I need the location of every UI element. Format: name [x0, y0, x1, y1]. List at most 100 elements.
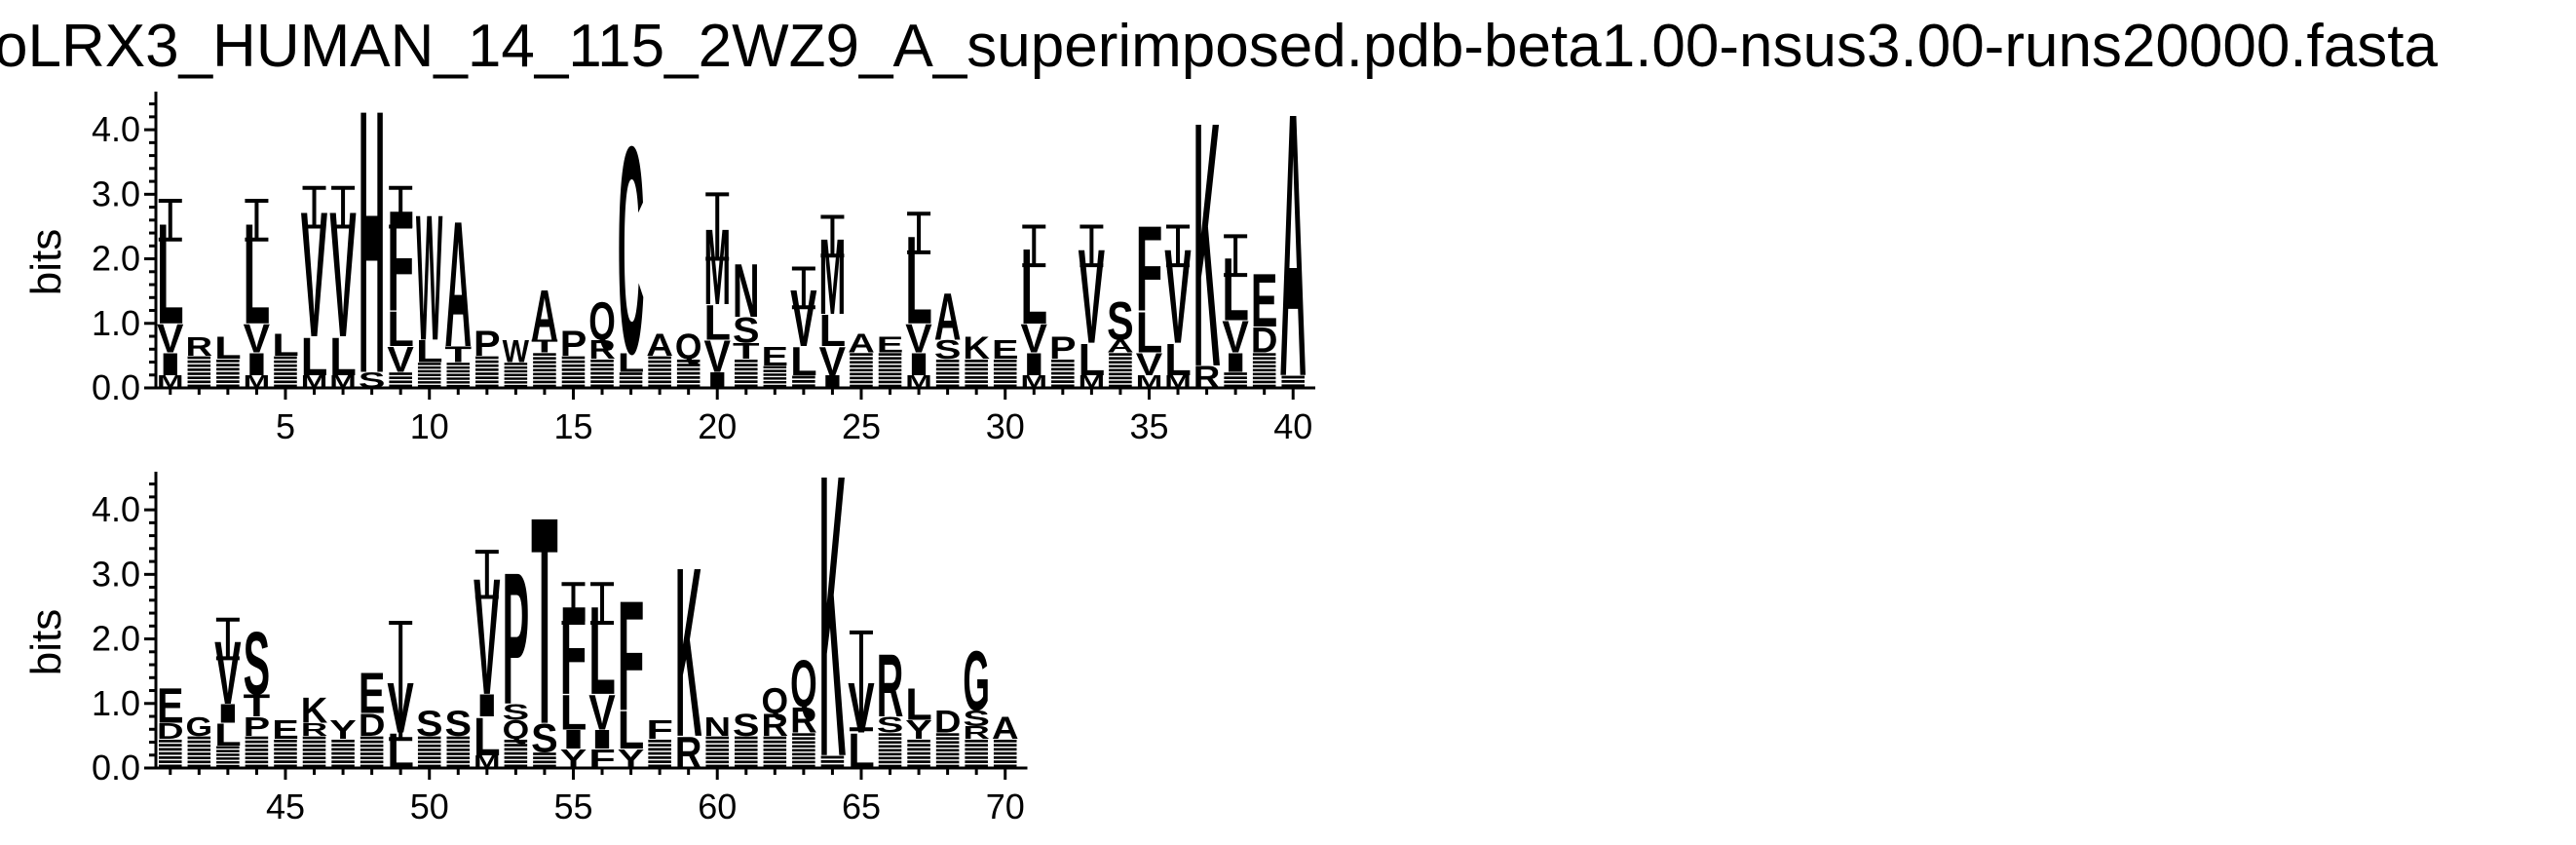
residue-letter-V: V — [1136, 347, 1163, 382]
small-residue-mark — [878, 733, 902, 736]
x-tick-label: 65 — [842, 787, 881, 826]
small-residue-mark — [820, 755, 845, 759]
y-tick-label: 4.0 — [92, 489, 140, 529]
residue-letter-D: D — [157, 718, 184, 744]
residue-letter-M: M — [1136, 372, 1163, 393]
small-residue-mark — [850, 384, 873, 388]
error-bar — [1166, 224, 1191, 268]
residue-letter-M: M — [157, 372, 184, 393]
small-residue-mark — [763, 365, 787, 368]
small-residue-band — [705, 736, 729, 768]
small-residue-mark — [1109, 376, 1132, 380]
residue-letter-D: D — [934, 705, 962, 740]
small-residue-mark — [504, 751, 528, 755]
small-residue-mark — [935, 371, 960, 375]
residue-letter-E: E — [877, 333, 904, 358]
small-residue-mark — [993, 359, 1017, 363]
small-residue-mark — [417, 363, 441, 365]
small-residue-mark — [561, 380, 586, 384]
small-residue-mark — [274, 748, 297, 751]
small-residue-mark — [965, 359, 988, 363]
small-residue-mark — [245, 760, 269, 764]
small-residue-mark — [187, 744, 211, 748]
small-residue-mark — [1252, 357, 1276, 360]
small-residue-mark — [648, 739, 671, 743]
small-residue-mark — [850, 365, 873, 368]
residue-letter-D: D — [1251, 320, 1278, 360]
small-residue-mark — [935, 375, 960, 379]
small-residue-mark — [907, 739, 930, 743]
small-residue-mark — [648, 748, 671, 751]
small-residue-mark — [533, 752, 556, 755]
small-residue-band — [533, 353, 556, 388]
small-residue-mark — [907, 760, 930, 763]
small-residue-mark — [561, 384, 586, 388]
residue-letter-H: H — [359, 33, 386, 453]
small-residue-band — [274, 739, 297, 768]
small-residue-mark — [533, 756, 556, 759]
residue-letter-I: I — [819, 371, 847, 392]
small-residue-mark — [965, 764, 988, 768]
small-residue-mark — [993, 744, 1017, 747]
residue-letter-T: T — [531, 455, 558, 786]
small-residue-mark — [993, 375, 1017, 379]
stack-position-57: YLF — [618, 569, 645, 774]
small-residue-band — [331, 739, 355, 768]
small-residue-mark — [705, 752, 729, 755]
small-residue-mark — [648, 380, 671, 384]
small-residue-band — [993, 359, 1017, 388]
small-residue-mark — [705, 760, 729, 764]
stack-position-48: DE — [359, 660, 385, 768]
small-residue-mark — [676, 359, 701, 363]
residue-letter-V: V — [819, 339, 847, 384]
residue-letter-I: I — [1021, 346, 1048, 381]
residue-letter-R: R — [963, 723, 990, 743]
residue-letter-L: L — [790, 339, 817, 384]
x-tick-label: 50 — [410, 787, 449, 826]
stack-position-59: RK — [675, 517, 702, 787]
small-residue-mark — [446, 764, 471, 768]
stack-position-10: LW — [416, 177, 442, 388]
small-residue-mark — [792, 760, 815, 764]
residue-letter-R: R — [301, 720, 328, 740]
small-residue-mark — [619, 380, 643, 384]
residue-letter-P: P — [560, 325, 587, 364]
residue-letter-K: K — [1193, 50, 1221, 441]
small-residue-mark — [993, 751, 1017, 755]
residue-letter-L: L — [618, 700, 645, 760]
residue-letter-Y: Y — [329, 715, 357, 746]
residue-letter-M: M — [474, 752, 501, 773]
small-residue-band — [274, 356, 297, 388]
small-residue-mark — [735, 371, 758, 375]
small-residue-mark — [935, 737, 960, 740]
stack-position-7: MLV — [329, 174, 357, 392]
small-residue-band — [878, 353, 902, 388]
residue-letter-N: N — [703, 712, 731, 743]
small-residue-mark — [965, 364, 988, 366]
chart-title: oLRX3_HUMAN_14_115_2WZ9_A_superimposed.p… — [0, 13, 2438, 80]
small-residue-mark — [850, 376, 873, 380]
stack-position-12: P — [474, 325, 501, 388]
residue-letter-T: T — [244, 689, 271, 723]
x-tick-label: 10 — [410, 406, 449, 446]
small-residue-mark — [533, 365, 556, 368]
small-residue-mark — [735, 736, 758, 740]
small-residue-mark — [705, 756, 729, 759]
small-residue-mark — [533, 357, 556, 360]
small-residue-mark — [705, 764, 729, 768]
small-residue-mark — [907, 751, 930, 755]
small-residue-mark — [648, 384, 671, 388]
residue-letter-F: F — [588, 744, 616, 774]
y-tick-label: 4.0 — [92, 109, 140, 149]
x-tick-label: 25 — [842, 406, 881, 446]
small-residue-mark — [446, 363, 471, 365]
small-residue-mark — [648, 764, 671, 768]
small-residue-mark — [274, 360, 297, 364]
stack-position-63: RQ — [790, 645, 817, 768]
error-bar — [331, 185, 356, 229]
small-residue-mark — [1109, 365, 1132, 368]
